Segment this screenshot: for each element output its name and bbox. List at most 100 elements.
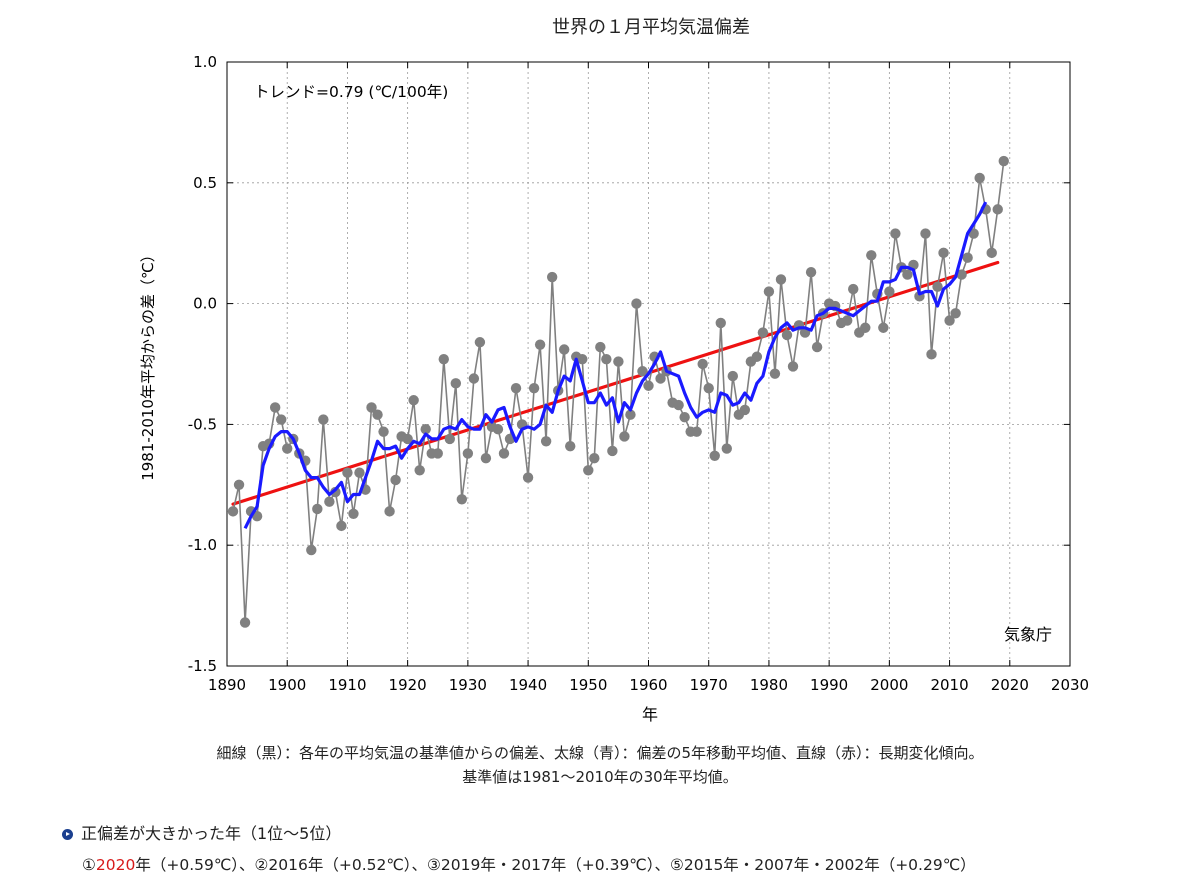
annual-point <box>522 472 534 483</box>
annual-point <box>860 322 871 333</box>
ranking-rest: 年（+0.59℃）、②2016年（+0.52℃）、③2019年・2017年（+0… <box>135 856 976 874</box>
annual-point <box>643 380 654 391</box>
x-tick-label: 1980 <box>750 676 788 694</box>
annual-point <box>462 448 474 459</box>
x-tick-label: 1950 <box>569 676 607 694</box>
annual-point <box>998 155 1009 167</box>
annual-point <box>691 426 702 437</box>
annual-point <box>480 453 492 464</box>
annual-point <box>233 479 245 490</box>
annual-point <box>938 247 949 259</box>
annual-point <box>354 467 365 478</box>
rank-first-prefix: ① <box>82 856 96 874</box>
y-tick-label: 1.0 <box>193 53 217 71</box>
y-tick-label: -1.5 <box>188 657 217 675</box>
annual-point <box>366 402 377 413</box>
annual-point <box>709 450 720 462</box>
annual-point <box>781 329 793 341</box>
x-tick-label: 1890 <box>208 676 246 694</box>
annual-point <box>372 409 383 420</box>
trend-annotation: トレンド=0.79 (℃/100年) <box>254 83 448 101</box>
annual-point <box>757 327 769 338</box>
x-tick-label: 2010 <box>930 676 968 694</box>
annual-point <box>492 424 504 435</box>
y-tick-label: 0.5 <box>193 174 217 192</box>
annual-point <box>330 486 341 498</box>
annual-point <box>950 308 961 319</box>
annual-point <box>956 269 967 280</box>
annual-point <box>384 506 395 517</box>
annual-point <box>444 433 455 445</box>
x-tick-label: 1940 <box>509 676 547 694</box>
annual-point <box>534 339 546 350</box>
annual-point <box>378 426 389 437</box>
caption-line-1: 細線（黒）：各年の平均気温の基準値からの偏差、太線（青）：偏差の5年移動平均値、… <box>216 744 984 762</box>
x-axis-label: 年 <box>642 705 658 724</box>
annual-point <box>498 448 510 459</box>
y-tick-label: -0.5 <box>188 415 217 433</box>
annual-point <box>631 298 642 309</box>
annual-point <box>884 286 895 297</box>
annual-point <box>986 247 997 259</box>
rank-first-year: 2020 <box>95 856 136 874</box>
annual-point <box>739 404 751 416</box>
bullet-icon <box>62 829 73 840</box>
annual-point <box>625 409 636 420</box>
annual-point <box>655 373 666 384</box>
annual-point <box>848 283 859 295</box>
annual-point <box>769 368 781 379</box>
x-tick-label: 1910 <box>328 676 366 694</box>
moving-average-line <box>243 201 988 530</box>
x-tick-label: 1900 <box>268 676 306 694</box>
annual-point <box>420 424 431 435</box>
x-tick-label: 1930 <box>449 676 487 694</box>
temperature-anomaly-chart: 世界の１月平均気温偏差 1890 1900 1910 1920 1930 1940 1950… <box>139 17 1089 724</box>
annual-point <box>589 453 600 464</box>
annual-point <box>577 353 588 365</box>
annual-point <box>348 508 359 519</box>
annual-point <box>679 411 690 423</box>
annual-point <box>751 351 763 362</box>
y-tick-label: -1.0 <box>188 536 217 554</box>
annual-point <box>842 315 853 326</box>
annual-point <box>583 465 594 476</box>
annual-point <box>324 496 335 507</box>
annual-point <box>559 344 570 355</box>
x-tick-label: 1920 <box>389 676 427 694</box>
x-tick-label: 2020 <box>991 676 1029 694</box>
annual-point <box>565 440 576 452</box>
annual-point <box>601 353 612 365</box>
annual-point <box>673 399 684 411</box>
annual-point <box>432 448 443 459</box>
annual-point <box>414 465 425 476</box>
annual-point <box>866 250 877 261</box>
annual-point <box>763 286 775 297</box>
annual-point <box>727 370 738 382</box>
annual-point <box>546 271 558 283</box>
annual-point <box>902 269 913 280</box>
annual-point <box>962 252 973 263</box>
x-tick-label: 1960 <box>629 676 667 694</box>
ranking-list: ①2020年（+0.59℃）、②2016年（+0.52℃）、③2019年・201… <box>82 853 976 875</box>
annual-point <box>890 228 901 239</box>
y-tick-label: 0.0 <box>193 295 217 313</box>
credit-label: 気象庁 <box>1004 625 1052 644</box>
y-axis-label: 1981-2010年平均からの差（℃） <box>139 247 157 481</box>
annual-point <box>992 204 1003 215</box>
annual-point <box>474 337 486 348</box>
annual-point <box>926 349 937 360</box>
annual-point <box>336 520 347 532</box>
annual-point <box>944 315 955 326</box>
annual-point <box>312 503 323 515</box>
annual-line <box>232 160 1005 623</box>
annual-point <box>528 382 540 394</box>
annual-point <box>811 341 823 353</box>
annual-point <box>697 358 708 370</box>
ranking-heading-text: 正偏差が大きかった年（1位〜5位） <box>81 824 342 843</box>
caption-line-2: 基準値は1981〜2010年の30年平均値。 <box>462 768 738 786</box>
annual-point <box>510 382 522 394</box>
grid-lines <box>227 62 1070 666</box>
annual-point <box>450 378 462 389</box>
annual-point <box>540 436 552 447</box>
annual-point <box>787 361 799 372</box>
